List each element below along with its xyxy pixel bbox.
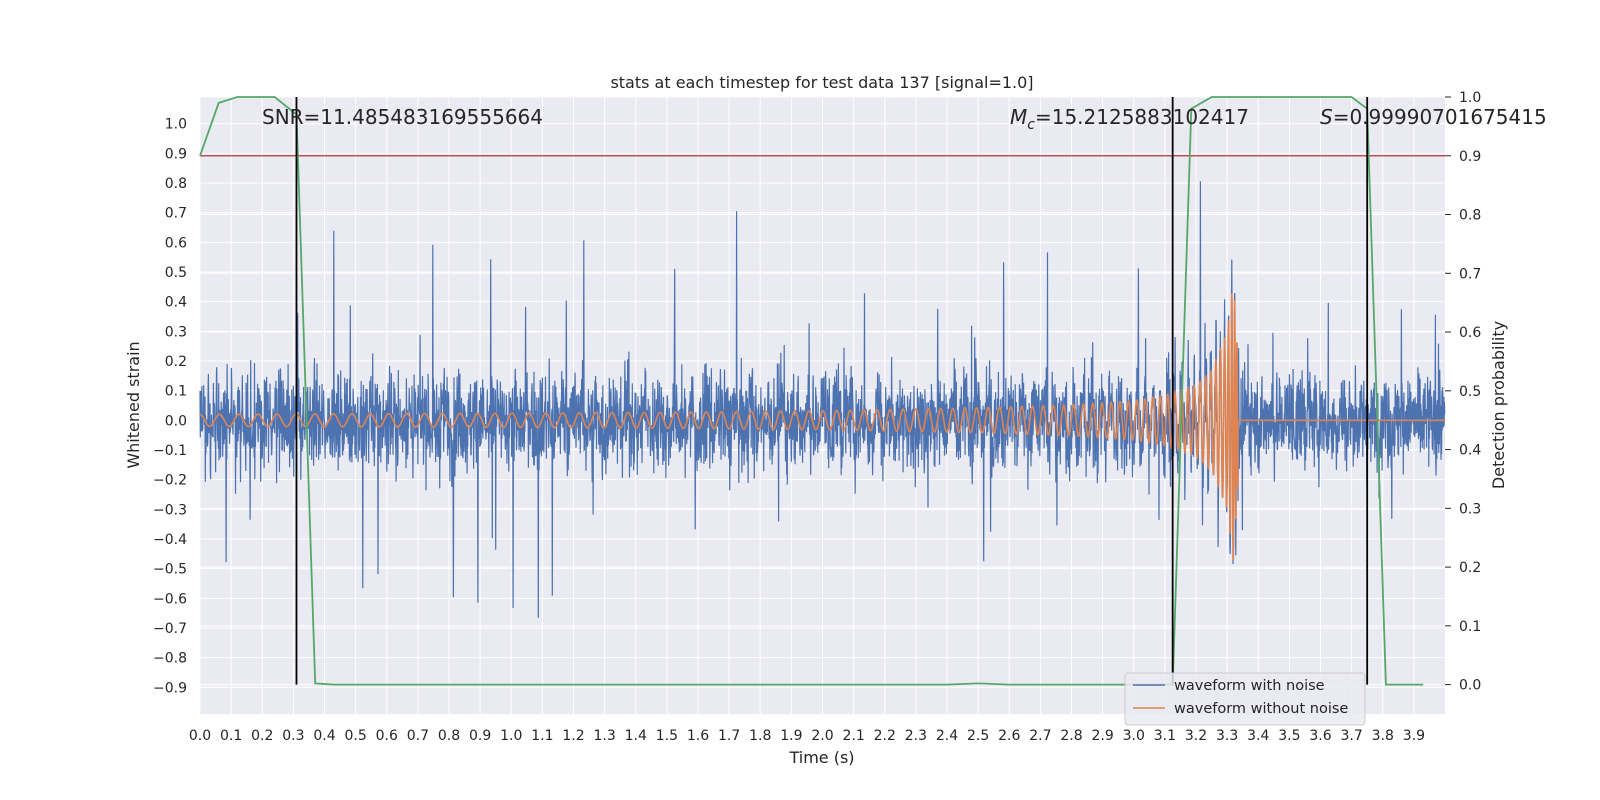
x-tick-labels: 0.0 0.1 0.2 0.3 0.4 0.5 0.6 0.7 0.8 0.9 1.0 1.1 1.2 1… <box>189 728 1425 744</box>
y-left-tick-label: −0.5 <box>153 562 187 578</box>
x-tick-label: 0.6 <box>376 728 398 744</box>
snr-annotation: SNR=11.485483169555664 <box>262 105 543 129</box>
x-tick-label: 0.1 <box>220 728 242 744</box>
x-tick-label: 1.8 <box>749 728 771 744</box>
y-left-tick-label: 0.5 <box>165 265 187 281</box>
y-left-tick-label: 0.9 <box>165 146 187 162</box>
x-tick-label: 2.1 <box>842 728 864 744</box>
x-tick-label: 2.3 <box>905 728 927 744</box>
x-tick-label: 3.5 <box>1278 728 1300 744</box>
y-right-tick-label: 0.2 <box>1459 560 1481 576</box>
chirp-mass-value: =15.2125883102417 <box>1035 105 1249 129</box>
y-right-tick-label: 0.3 <box>1459 501 1481 517</box>
legend-label-noise: waveform with noise <box>1174 678 1325 694</box>
x-tick-label: 0.9 <box>469 728 491 744</box>
y-left-tick-label: 0.7 <box>165 206 187 222</box>
y-left-tick-label: −0.6 <box>153 591 187 607</box>
x-tick-label: 1.1 <box>531 728 553 744</box>
x-tick-label: 3.3 <box>1216 728 1238 744</box>
x-tick-label: 0.2 <box>251 728 273 744</box>
y-right-tick-label: 0.9 <box>1459 149 1481 165</box>
x-tick-label: 3.6 <box>1309 728 1331 744</box>
x-tick-label: 2.5 <box>967 728 989 744</box>
y-axis-label-left: Whitened strain <box>124 341 143 468</box>
x-tick-label: 1.6 <box>687 728 709 744</box>
y-right-tick-label: 1.0 <box>1459 90 1481 106</box>
series-detection-probability <box>199 96 1424 686</box>
x-tick-label: 1.5 <box>656 728 678 744</box>
y-left-tick-labels: 1.0 0.9 0.8 0.7 0.6 0.5 0.4 0.3 0.2 0.1 0.0 −0.1 −0.… <box>153 117 187 697</box>
y-left-tick-label: −0.1 <box>153 443 187 459</box>
x-tick-label: 3.8 <box>1372 728 1394 744</box>
y-left-tick-label: 0.3 <box>165 324 187 340</box>
chirp-mass-subscript: c <box>1027 117 1035 133</box>
x-tick-label: 2.0 <box>811 728 833 744</box>
y-right-tick-label: 0.0 <box>1459 678 1481 694</box>
x-tick-label: 1.9 <box>780 728 802 744</box>
x-tick-label: 1.3 <box>593 728 615 744</box>
x-tick-label: 2.2 <box>874 728 896 744</box>
y-right-tick-label: 0.8 <box>1459 208 1481 224</box>
chart-title: stats at each timestep for test data 137… <box>610 73 1033 92</box>
x-tick-label: 1.7 <box>718 728 740 744</box>
x-tick-label: 0.5 <box>344 728 366 744</box>
y-left-tick-label: 0.6 <box>165 235 187 251</box>
y-axis-label-right: Detection probability <box>1489 321 1508 489</box>
y-left-tick-label: 0.0 <box>165 413 187 429</box>
x-tick-label: 2.4 <box>936 728 958 744</box>
chirp-mass-annotation: Mc=15.2125883102417 <box>1010 105 1249 133</box>
y-left-tick-label: 0.8 <box>165 176 187 192</box>
probability-line <box>199 96 1424 686</box>
y-right-tick-labels: 1.0 0.9 0.8 0.7 0.6 0.5 0.4 0.3 0.2 0.1 0.0 <box>1445 90 1481 694</box>
legend-label-clean: waveform without noise <box>1174 701 1348 717</box>
x-tick-label: 0.8 <box>438 728 460 744</box>
legend-box <box>1124 672 1366 726</box>
x-tick-label: 2.6 <box>998 728 1020 744</box>
legend: waveform with noise waveform without noi… <box>1124 672 1366 726</box>
x-tick-label: 3.9 <box>1403 728 1425 744</box>
x-tick-label: 2.8 <box>1060 728 1082 744</box>
y-left-tick-label: −0.9 <box>153 680 187 696</box>
s-annotation: S=0.9999070167541​5 <box>1320 105 1547 129</box>
y-right-tick-label: 0.1 <box>1459 619 1481 635</box>
s-value: =0.9999070167541​5 <box>1333 105 1547 129</box>
y-right-tick-label: 0.7 <box>1459 266 1481 282</box>
x-tick-label: 1.2 <box>562 728 584 744</box>
x-tick-label: 3.4 <box>1247 728 1269 744</box>
x-tick-label: 1.0 <box>500 728 522 744</box>
x-tick-label: 1.4 <box>625 728 647 744</box>
y-left-tick-label: 0.4 <box>165 295 187 311</box>
chirp-mass-symbol: M <box>1010 105 1027 129</box>
y-right-tick-label: 0.5 <box>1459 384 1481 400</box>
x-tick-label: 3.1 <box>1154 728 1176 744</box>
y-right-tick-label: 0.6 <box>1459 325 1481 341</box>
y-left-tick-label: 0.1 <box>165 384 187 400</box>
series-waveform-without-noise <box>199 293 1445 561</box>
x-axis-label: Time (s) <box>788 748 854 767</box>
y-left-tick-label: −0.7 <box>153 621 187 637</box>
y-left-tick-label: −0.2 <box>153 473 187 489</box>
x-tick-label: 0.7 <box>407 728 429 744</box>
x-tick-label: 0.3 <box>282 728 304 744</box>
y-left-tick-label: 0.2 <box>165 354 187 370</box>
y-left-tick-label: −0.3 <box>153 502 187 518</box>
x-tick-label: 2.9 <box>1091 728 1113 744</box>
x-tick-label: 0.0 <box>189 728 211 744</box>
y-left-tick-label: 1.0 <box>165 117 187 133</box>
y-right-tick-label: 0.4 <box>1459 443 1481 459</box>
s-symbol: S <box>1320 105 1333 129</box>
x-tick-label: 3.2 <box>1185 728 1207 744</box>
x-tick-label: 0.4 <box>313 728 335 744</box>
clean-line <box>199 293 1445 561</box>
x-tick-label: 2.7 <box>1029 728 1051 744</box>
y-left-tick-label: −0.8 <box>153 651 187 667</box>
y-left-tick-label: −0.4 <box>153 532 187 548</box>
x-tick-label: 3.0 <box>1123 728 1145 744</box>
vertical-markers <box>295 97 1369 685</box>
x-tick-label: 3.7 <box>1340 728 1362 744</box>
